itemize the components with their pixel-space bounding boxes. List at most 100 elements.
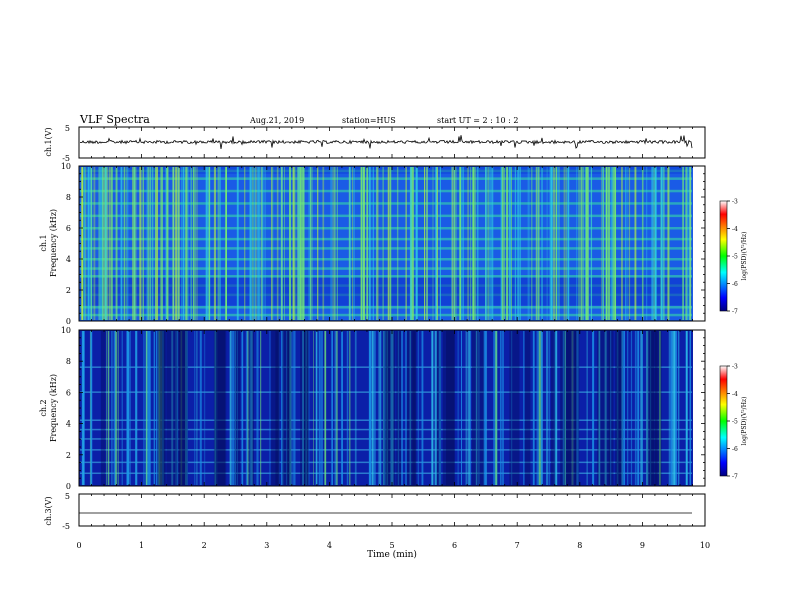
sferic-line (663, 167, 665, 320)
sferic-line (391, 331, 393, 485)
sferic-line (434, 331, 437, 485)
sferic-line (250, 331, 253, 485)
sferic-line (292, 167, 295, 320)
sferic-line (177, 167, 178, 320)
sferic-line (563, 167, 566, 320)
sferic-line (592, 331, 594, 485)
sferic-line (641, 331, 644, 485)
colorbar-tick-label: -4 (732, 226, 738, 233)
quiet-gap (597, 331, 610, 485)
sferic-line (609, 331, 612, 485)
sferic-line (215, 331, 218, 485)
sferic-line (567, 167, 569, 320)
sferic-line (590, 167, 592, 320)
ch1-waveform-line (79, 135, 693, 149)
sferic-line (249, 331, 251, 485)
sferic-line (519, 167, 521, 320)
sferic-line (302, 331, 304, 485)
sferic-line (540, 331, 543, 485)
quiet-gap (287, 331, 291, 485)
sferic-line (673, 331, 675, 485)
sferic-line (334, 331, 337, 485)
sferic-line (280, 167, 282, 320)
sferic-line (486, 331, 488, 485)
sferic-line (474, 167, 476, 320)
sferic-line (255, 167, 257, 320)
sferic-line (415, 167, 418, 320)
quiet-gap (442, 331, 455, 485)
sferic-line (353, 167, 355, 320)
sferic-line (214, 331, 217, 485)
quiet-gap (157, 331, 166, 485)
spectral-band (80, 313, 692, 317)
sferic-line (584, 167, 586, 320)
y-tick-label: 10 (61, 326, 71, 335)
sferic-line (101, 167, 104, 320)
sferic-line (667, 167, 669, 320)
sferic-line (120, 167, 123, 320)
sferic-line (571, 331, 574, 485)
sferic-line (249, 331, 252, 485)
sferic-line (293, 331, 296, 485)
sferic-line (297, 167, 299, 320)
sferic-line (351, 167, 354, 320)
sferic-line (555, 331, 558, 485)
sferic-line (286, 331, 288, 485)
quiet-gap (175, 331, 189, 485)
sferic-line (559, 167, 560, 320)
sferic-line (453, 167, 456, 320)
sferic-line (641, 331, 643, 485)
sferic-line (373, 331, 376, 485)
ch3-waveform-panel: 5 -5 ch.3(V) (44, 492, 706, 531)
sferic-line (630, 331, 633, 485)
sferic-line (299, 167, 302, 320)
sferic-line (231, 331, 234, 485)
y-tick-label: 8 (66, 357, 71, 366)
sferic-line (689, 167, 692, 320)
sferic-line (637, 331, 640, 485)
sferic-line (106, 331, 107, 485)
sferic-line (321, 331, 323, 485)
ch1-ylabel: ch.1(V) (44, 127, 53, 156)
sferic-line (462, 167, 464, 320)
x-axis-label: Time (min) (367, 549, 417, 560)
sferic-line (334, 167, 336, 320)
sferic-line (650, 331, 652, 485)
quiet-gap (178, 331, 187, 485)
spectral-band (80, 177, 692, 180)
sferic-line (369, 167, 371, 320)
sferic-line (396, 167, 399, 320)
sferic-line (331, 331, 334, 485)
quiet-gap (406, 331, 416, 485)
sferic-line (477, 167, 479, 320)
spectral-band (80, 306, 692, 309)
sferic-line (190, 167, 192, 320)
sferic-line (671, 331, 674, 485)
sferic-line (537, 167, 539, 320)
sferic-line (257, 167, 260, 320)
sferic-line (150, 167, 151, 320)
quiet-gap (385, 331, 390, 485)
sferic-line (677, 331, 679, 485)
sferic-line (613, 167, 616, 320)
sferic-line (473, 167, 475, 320)
sferic-line (292, 331, 294, 485)
sferic-line (660, 167, 663, 320)
spectral-band (80, 214, 692, 218)
sferic-line (546, 331, 548, 485)
quiet-gap (396, 331, 402, 485)
sferic-line (587, 167, 589, 320)
sferic-line (261, 167, 264, 320)
ch3-frame (78, 493, 706, 527)
sferic-line (451, 167, 454, 320)
sferic-line (527, 167, 530, 320)
sferic-line (178, 167, 180, 320)
sferic-line (503, 167, 506, 320)
colorbar-tick-label: -5 (732, 254, 738, 261)
sferic-line (576, 167, 578, 320)
sferic-line (548, 331, 550, 485)
quiet-gap (509, 331, 520, 485)
sferic-line (330, 167, 333, 320)
sferic-line (153, 331, 155, 485)
start-time-label: start UT = 2 : 10 : 2 (437, 116, 518, 125)
